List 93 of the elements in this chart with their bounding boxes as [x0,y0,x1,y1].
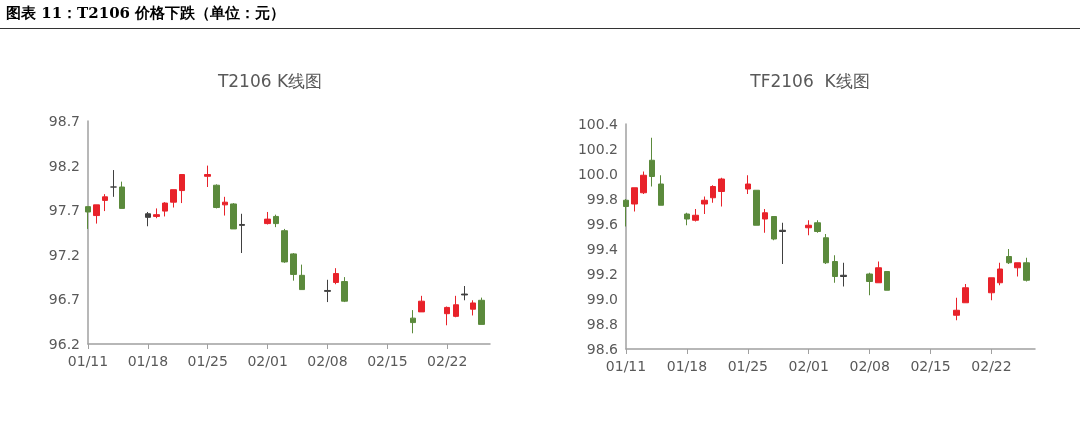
candlestick [762,208,768,234]
candlestick [418,295,425,313]
candlestick [623,198,629,227]
candlestick [884,271,890,291]
candlestick [840,262,847,287]
candlestick [832,254,838,284]
candlestick [875,261,882,284]
chart-title: T2106 K线图 [216,70,323,91]
candlestick [805,219,812,236]
x-tick-label: 01/25 [727,358,769,374]
candlestick [953,297,960,321]
candlestick [1014,262,1021,277]
candlestick [779,222,786,265]
x-tick-label: 02/22 [971,358,1012,374]
candlestick [102,193,108,212]
candlestick [290,252,297,282]
candlestick [230,202,237,230]
candlestick [145,211,151,227]
candlestick [162,201,168,217]
candlestick [771,216,777,241]
candlestick [640,171,647,195]
candlestick [153,207,160,219]
candlestick [93,204,100,225]
candlestick [204,165,211,188]
candlestick [119,181,125,209]
y-tick-label: 99.0 [586,291,618,307]
candlestick [631,187,638,212]
y-tick-label: 98.8 [586,316,618,332]
y-tick-label: 99.8 [586,191,618,207]
x-tick-label: 02/01 [247,353,288,369]
x-tick-label: 02/15 [367,353,408,369]
candlestick [701,196,708,215]
y-tick-label: 98.2 [48,157,80,174]
x-tick-label: 02/08 [307,353,348,369]
x-tick-label: 01/11 [605,358,647,374]
candlestick [444,306,450,326]
candlestick [692,208,699,222]
y-tick-label: 100.0 [577,166,618,182]
y-tick-label: 100.2 [577,141,618,157]
x-tick-label: 02/08 [849,358,890,374]
candlestick [658,174,664,206]
y-tick-label: 98.7 [48,113,80,129]
y-tick-label: 96.2 [48,336,80,352]
candlestick [470,299,476,316]
candlestick [710,184,716,204]
candlestick [110,169,117,198]
candlestick [333,267,339,285]
y-tick-label: 99.4 [586,241,619,257]
x-tick-label: 01/25 [187,353,228,369]
y-tick-label: 100.4 [577,116,619,132]
candlestick [962,283,969,304]
candlestick [324,279,331,303]
candlestick [649,137,655,187]
candlestick [239,213,245,254]
candlestick [478,297,485,325]
y-tick-label: 99.6 [586,216,619,232]
candlestick [718,177,725,207]
candlestick [753,189,760,226]
candlestick [997,262,1003,286]
y-tick-label: 98.6 [586,341,619,357]
x-tick-label: 01/18 [666,358,708,374]
candlestick [745,174,751,195]
candlestick [170,189,177,209]
candlestick [453,295,459,318]
candlestick [85,206,91,230]
x-tick-label: 01/11 [67,353,109,369]
y-tick-label: 99.2 [586,266,618,282]
candlestick [866,272,873,296]
candlestick [264,211,271,225]
y-tick-label: 97.7 [48,202,80,219]
candlestick [213,183,220,209]
x-tick-label: 02/01 [788,358,829,374]
candlestick [988,277,995,301]
candlestick [684,212,690,226]
candlestick [814,219,821,234]
candlestick [281,228,288,264]
candlestick [341,276,348,303]
candlestick [273,214,279,228]
chart-title: TF2106 K线图 [749,70,870,91]
x-tick-label: 01/18 [127,353,169,369]
x-tick-label: 02/15 [910,358,951,374]
x-tick-label: 02/22 [427,353,468,369]
candlestick [410,309,416,334]
y-tick-label: 96.7 [48,291,80,308]
candlestick [222,196,228,217]
text: 图表 11：T2106 价格下跌（单位：元） [6,4,286,22]
candlestick [299,264,305,291]
candlestick [823,233,829,265]
candlestick [179,174,185,204]
candlestick [1006,248,1012,265]
y-tick-label: 97.2 [48,246,80,263]
candlestick [1023,257,1030,282]
candlestick [461,285,468,301]
